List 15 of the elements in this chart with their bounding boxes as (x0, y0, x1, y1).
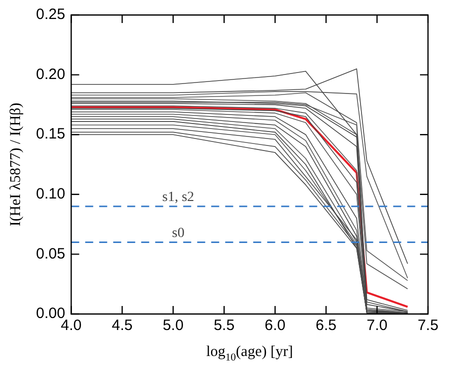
ref-line-label: s0 (172, 226, 184, 241)
y-axis-title: I(HeI λ5877) / I(Hβ) (8, 102, 24, 226)
y-tick-label: 0.10 (36, 186, 66, 203)
x-tick-label: 6.5 (316, 317, 336, 334)
y-tick-label: 0.25 (36, 6, 66, 24)
x-tick-label: 4.5 (112, 317, 133, 334)
x-tick-label: 7.0 (366, 317, 388, 334)
x-tick-label: 6.0 (264, 317, 286, 334)
y-tick-label: 0.15 (36, 126, 66, 143)
x-tick-label: 5.5 (214, 317, 235, 334)
y-tick-label: 0.20 (36, 66, 66, 83)
x-tick-label: 7.5 (418, 317, 438, 334)
x-tick-label: 5.0 (162, 317, 184, 334)
y-tick-label: 0.05 (36, 245, 66, 262)
ref-line-label: s1, s2 (162, 190, 194, 206)
